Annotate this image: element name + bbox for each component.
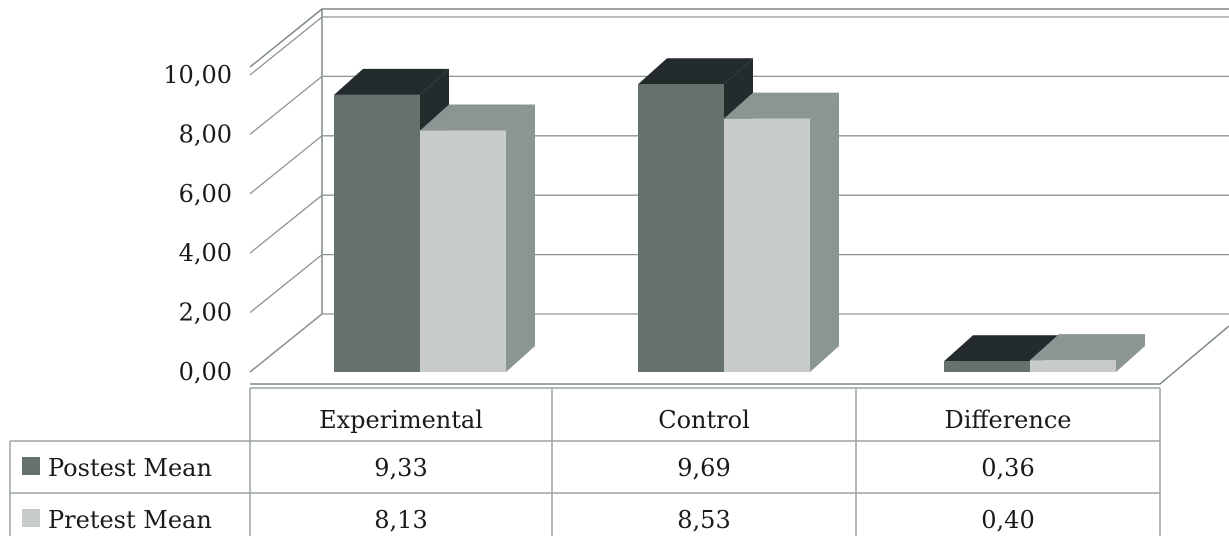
bar-side <box>1116 334 1145 372</box>
y-tick-label: 8,00 <box>179 120 232 148</box>
bar-postest-mean-experimental <box>334 94 420 373</box>
legend-label: Postest Mean <box>48 454 212 482</box>
bar-postest-mean-difference <box>944 361 1030 372</box>
gridlines <box>249 16 1229 373</box>
bar-top <box>1030 334 1145 361</box>
bar-top <box>638 58 753 85</box>
y-axis-ticks: 0,00 2,00 4,00 6,00 8,00 10,00 <box>163 61 232 386</box>
gridline <box>249 313 1229 373</box>
bar-pretest-mean-control <box>724 118 810 372</box>
table-value-cell: 9,69 <box>677 454 730 482</box>
bar-pretest-mean-difference <box>1030 360 1116 372</box>
table-value-cell: 8,13 <box>374 506 427 534</box>
table-value-cell: 8,53 <box>677 506 730 534</box>
bars <box>334 58 1145 373</box>
side-wall <box>249 7 323 373</box>
data-table: Experimental Control Difference Postest Mea… <box>9 387 1161 536</box>
table-value-cell: 0,40 <box>981 506 1034 534</box>
bar-top <box>944 335 1059 362</box>
y-tick-label: 0,00 <box>179 358 232 386</box>
table-header-cell: Control <box>658 406 750 434</box>
legend-label: Pretest Mean <box>48 506 212 534</box>
table-value-cell: 0,36 <box>981 454 1034 482</box>
gridline <box>249 194 1229 254</box>
floor-edge <box>250 325 1229 385</box>
legend-swatch <box>22 509 40 527</box>
table-header-cell: Difference <box>945 406 1072 434</box>
bar-side <box>810 92 839 372</box>
bar-postest-mean-control <box>638 84 724 372</box>
legend-swatch <box>22 457 40 475</box>
gridline <box>249 75 1229 135</box>
bar-side <box>506 104 535 372</box>
y-tick-label: 10,00 <box>163 61 232 89</box>
bar-top <box>420 104 535 131</box>
y-tick-label: 6,00 <box>179 180 232 208</box>
table-header-cell: Experimental <box>319 406 483 434</box>
table-value-cell: 9,33 <box>374 454 427 482</box>
bar-top <box>334 68 449 95</box>
gridline <box>249 135 1229 195</box>
y-tick-label: 2,00 <box>179 299 232 327</box>
y-tick-label: 4,00 <box>179 239 232 267</box>
bar-pretest-mean-experimental <box>420 130 506 372</box>
gridline <box>249 253 1229 314</box>
gridline <box>249 16 1229 76</box>
bar-top <box>724 92 839 119</box>
